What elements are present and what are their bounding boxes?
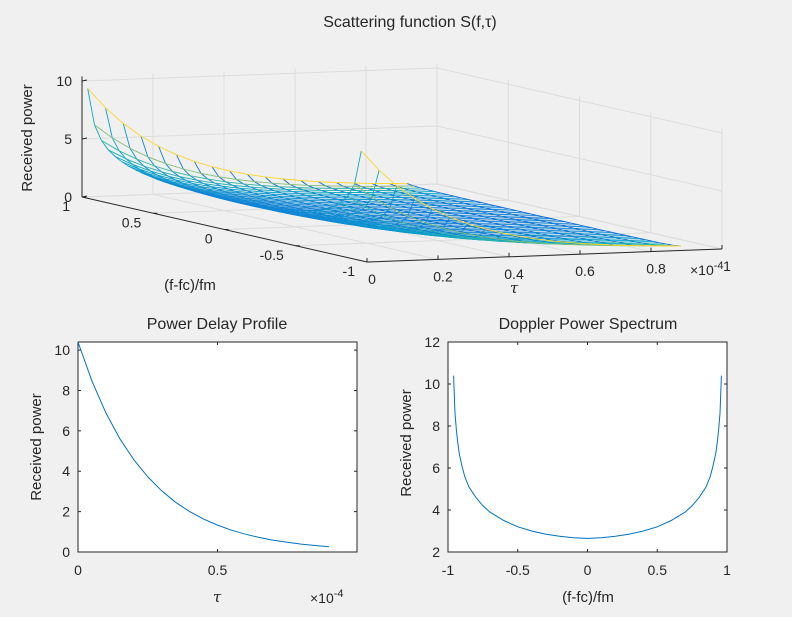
surface-xtick-label: -1 [343,263,356,279]
surface-freq-line [121,161,442,195]
dps-xtick-label: -0.5 [506,562,530,578]
surface-ztick-mark [81,137,88,140]
dps-title: Doppler Power Spectrum [499,316,678,333]
pdp-xlabel: τ [213,588,222,606]
surface-freq-line [306,210,627,238]
surface-freq-line [162,180,483,206]
pdp-x-multiplier: ×10-4 [310,588,344,606]
doppler-power-spectrum-plot: Doppler Power Spectrum -1 -0.5 0 0.5 1246810… [398,316,731,606]
surface-axes: 0 5 10 1 0.5 0 -0.5 -1 0 0.2 0.4 0.6 0.8 1 [56,73,731,287]
surface-freq-line [142,172,462,201]
pdp-xtick-label: 0.5 [208,562,228,578]
dps-ytick-label: 6 [432,460,440,476]
pdp-ticks: 0 0.5 0 2 4 6 8 10 [54,342,357,578]
surface-xlabel: (f-fc)/fm [164,277,216,294]
pdp-ytick-label: 0 [62,544,70,560]
dps-xtick-label: 0 [584,562,592,578]
surface-zlabel: Received power [19,84,36,192]
surface-freq-line [313,209,633,239]
surface-freq-line [135,169,456,199]
surface-freq-line [183,187,504,210]
surface-xtick-label: 1 [62,198,70,214]
surface-ytick-label: 0.6 [575,263,595,279]
surface-ztick-label: 5 [64,131,72,147]
dps-xtick-label: 0.5 [648,562,668,578]
surface-zgrid-line [81,67,438,82]
surface-freq-line [128,165,449,197]
surface-freq-line [107,149,428,192]
surface-y-multiplier-base: ×10 [690,262,714,278]
pdp-ytick-label: 6 [62,423,70,439]
power-delay-profile-plot: Power Delay Profile 0 0.5 0 2 4 6 8 10 Received… [28,316,358,606]
surface-freq-line [87,88,408,185]
pdp-ytick-label: 10 [54,342,70,358]
surface-y-multiplier-exponent: -4 [714,260,724,272]
pdp-series-line [77,341,330,548]
pdp-title: Power Delay Profile [147,316,288,333]
surface-ytick-label: 1 [723,258,731,274]
surface-freq-line [299,210,620,237]
surface-freq-line [360,150,681,247]
dps-ytick-label: 10 [424,376,440,392]
surface-xtick-label: 0 [205,231,213,247]
pdp-axes-box [77,341,358,553]
pdp-ylabel: Received power [28,393,45,501]
surface-freq-line [114,156,435,193]
surface-freq-line [94,124,415,187]
pdp-x-multiplier-base: ×10 [310,590,334,606]
surface-ytick-label: 0.8 [646,261,666,277]
surface-freq-line [169,183,490,207]
pdp-ytick-label: 4 [62,463,70,479]
surface-y-multiplier: ×10-4 [690,260,724,278]
surface-ytick-label: 0.2 [433,268,453,284]
surface-ytick-label: 0.4 [504,266,524,282]
surface-y-axis [366,248,723,263]
surface-xtick-label: 0.5 [122,214,142,230]
surface-ylabel: τ [510,279,519,297]
pdp-x-multiplier-exponent: -4 [334,588,344,600]
pdp-ytick-label: 8 [62,382,70,398]
surface-mesh [87,88,681,247]
surface-freq-line [196,191,517,214]
surface-freq-line [101,140,421,190]
scattering-surface-plot: 0 5 10 1 0.5 0 -0.5 -1 0 0.2 0.4 0.6 0.8 1 Scattering… [19,14,731,297]
surface-freq-line [149,175,469,202]
dps-axes-box [447,341,728,553]
surface-freq-line [190,189,510,212]
pdp-xtick-label: 0 [74,562,82,578]
dps-ytick-label: 4 [432,502,440,518]
surface-title: Scattering function S(f,τ) [323,14,497,31]
surface-ztick-label: 0 [64,189,72,205]
dps-ylabel: Received power [398,389,415,497]
surface-ztick-label: 10 [56,73,72,89]
pdp-ytick-label: 2 [62,504,70,520]
dps-series-line [453,375,722,539]
surface-freq-line [155,178,476,204]
dps-xtick-label: -1 [442,562,455,578]
surface-xtick-label: -0.5 [260,247,284,263]
surface-ytick-label: 0 [368,271,376,287]
surface-freq-line [292,209,613,235]
dps-ytick-label: 2 [432,544,440,560]
dps-ytick-label: 12 [424,334,440,350]
dps-xlabel: (f-fc)/fm [562,589,614,606]
surface-ztick-mark [81,79,88,82]
dps-xtick-label: 1 [723,562,731,578]
dps-ytick-label: 8 [432,418,440,434]
